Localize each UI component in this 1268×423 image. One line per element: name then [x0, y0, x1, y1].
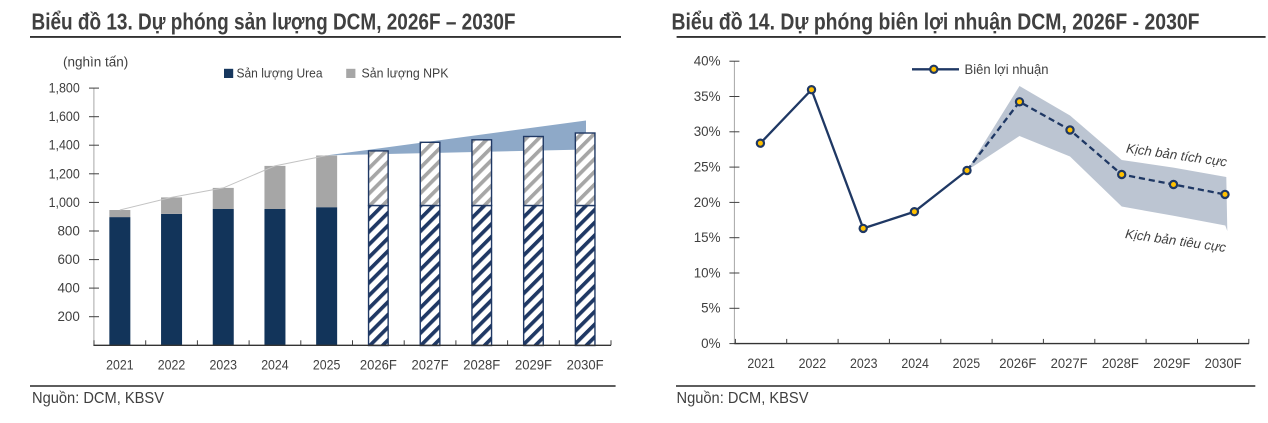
svg-text:2028F: 2028F	[1102, 356, 1139, 371]
svg-text:2025: 2025	[953, 356, 981, 371]
svg-text:2024: 2024	[261, 358, 289, 373]
svg-text:25%: 25%	[694, 160, 721, 175]
svg-text:15%: 15%	[694, 230, 721, 245]
svg-text:5%: 5%	[701, 301, 720, 316]
svg-text:2022: 2022	[158, 358, 186, 373]
svg-text:Kịch bản tiêu cực: Kịch bản tiêu cực	[1124, 226, 1227, 255]
svg-text:2023: 2023	[850, 356, 878, 371]
svg-text:1,000: 1,000	[49, 195, 80, 210]
svg-text:10%: 10%	[694, 265, 721, 280]
svg-text:Sản lượng NPK: Sản lượng NPK	[362, 66, 449, 81]
svg-text:2021: 2021	[106, 358, 134, 373]
svg-text:2030F: 2030F	[567, 358, 604, 373]
svg-text:Biên lợi nhuận: Biên lợi nhuận	[965, 62, 1049, 77]
svg-text:2024: 2024	[901, 356, 929, 371]
svg-text:400: 400	[57, 281, 79, 296]
svg-text:600: 600	[57, 252, 79, 267]
svg-text:35%: 35%	[694, 89, 721, 104]
svg-text:1,200: 1,200	[49, 166, 80, 181]
svg-text:Biểu đồ 13. Dự phóng sản lượng: Biểu đồ 13. Dự phóng sản lượng DCM, 2026…	[32, 8, 516, 34]
svg-text:2027F: 2027F	[1051, 356, 1088, 371]
svg-text:2029F: 2029F	[515, 358, 552, 373]
svg-text:1,600: 1,600	[49, 109, 80, 124]
svg-text:2022: 2022	[799, 356, 827, 371]
svg-text:200: 200	[57, 309, 79, 324]
svg-text:1,800: 1,800	[49, 81, 80, 96]
svg-text:1,400: 1,400	[49, 138, 80, 153]
svg-text:800: 800	[57, 224, 79, 239]
svg-text:2021: 2021	[747, 356, 775, 371]
svg-text:2026F: 2026F	[999, 356, 1036, 371]
svg-text:40%: 40%	[694, 54, 721, 69]
svg-text:2029F: 2029F	[1153, 356, 1190, 371]
svg-text:Nguồn: DCM, KBSV: Nguồn: DCM, KBSV	[32, 390, 165, 407]
svg-text:Sản lượng Urea: Sản lượng Urea	[237, 66, 324, 81]
svg-text:2027F: 2027F	[412, 358, 449, 373]
svg-text:2023: 2023	[210, 358, 238, 373]
svg-text:2026F: 2026F	[360, 358, 397, 373]
svg-text:2025: 2025	[313, 358, 341, 373]
svg-text:20%: 20%	[694, 195, 721, 210]
svg-text:0%: 0%	[701, 336, 720, 351]
svg-text:Nguồn: DCM, KBSV: Nguồn: DCM, KBSV	[677, 390, 810, 407]
svg-text:(nghìn tấn): (nghìn tấn)	[63, 55, 128, 70]
svg-text:30%: 30%	[694, 124, 721, 139]
svg-text:Biểu đồ 14. Dự phóng biên lợi: Biểu đồ 14. Dự phóng biên lợi nhuận DCM,…	[672, 8, 1200, 34]
svg-text:2028F: 2028F	[463, 358, 500, 373]
svg-text:2030F: 2030F	[1205, 356, 1242, 371]
